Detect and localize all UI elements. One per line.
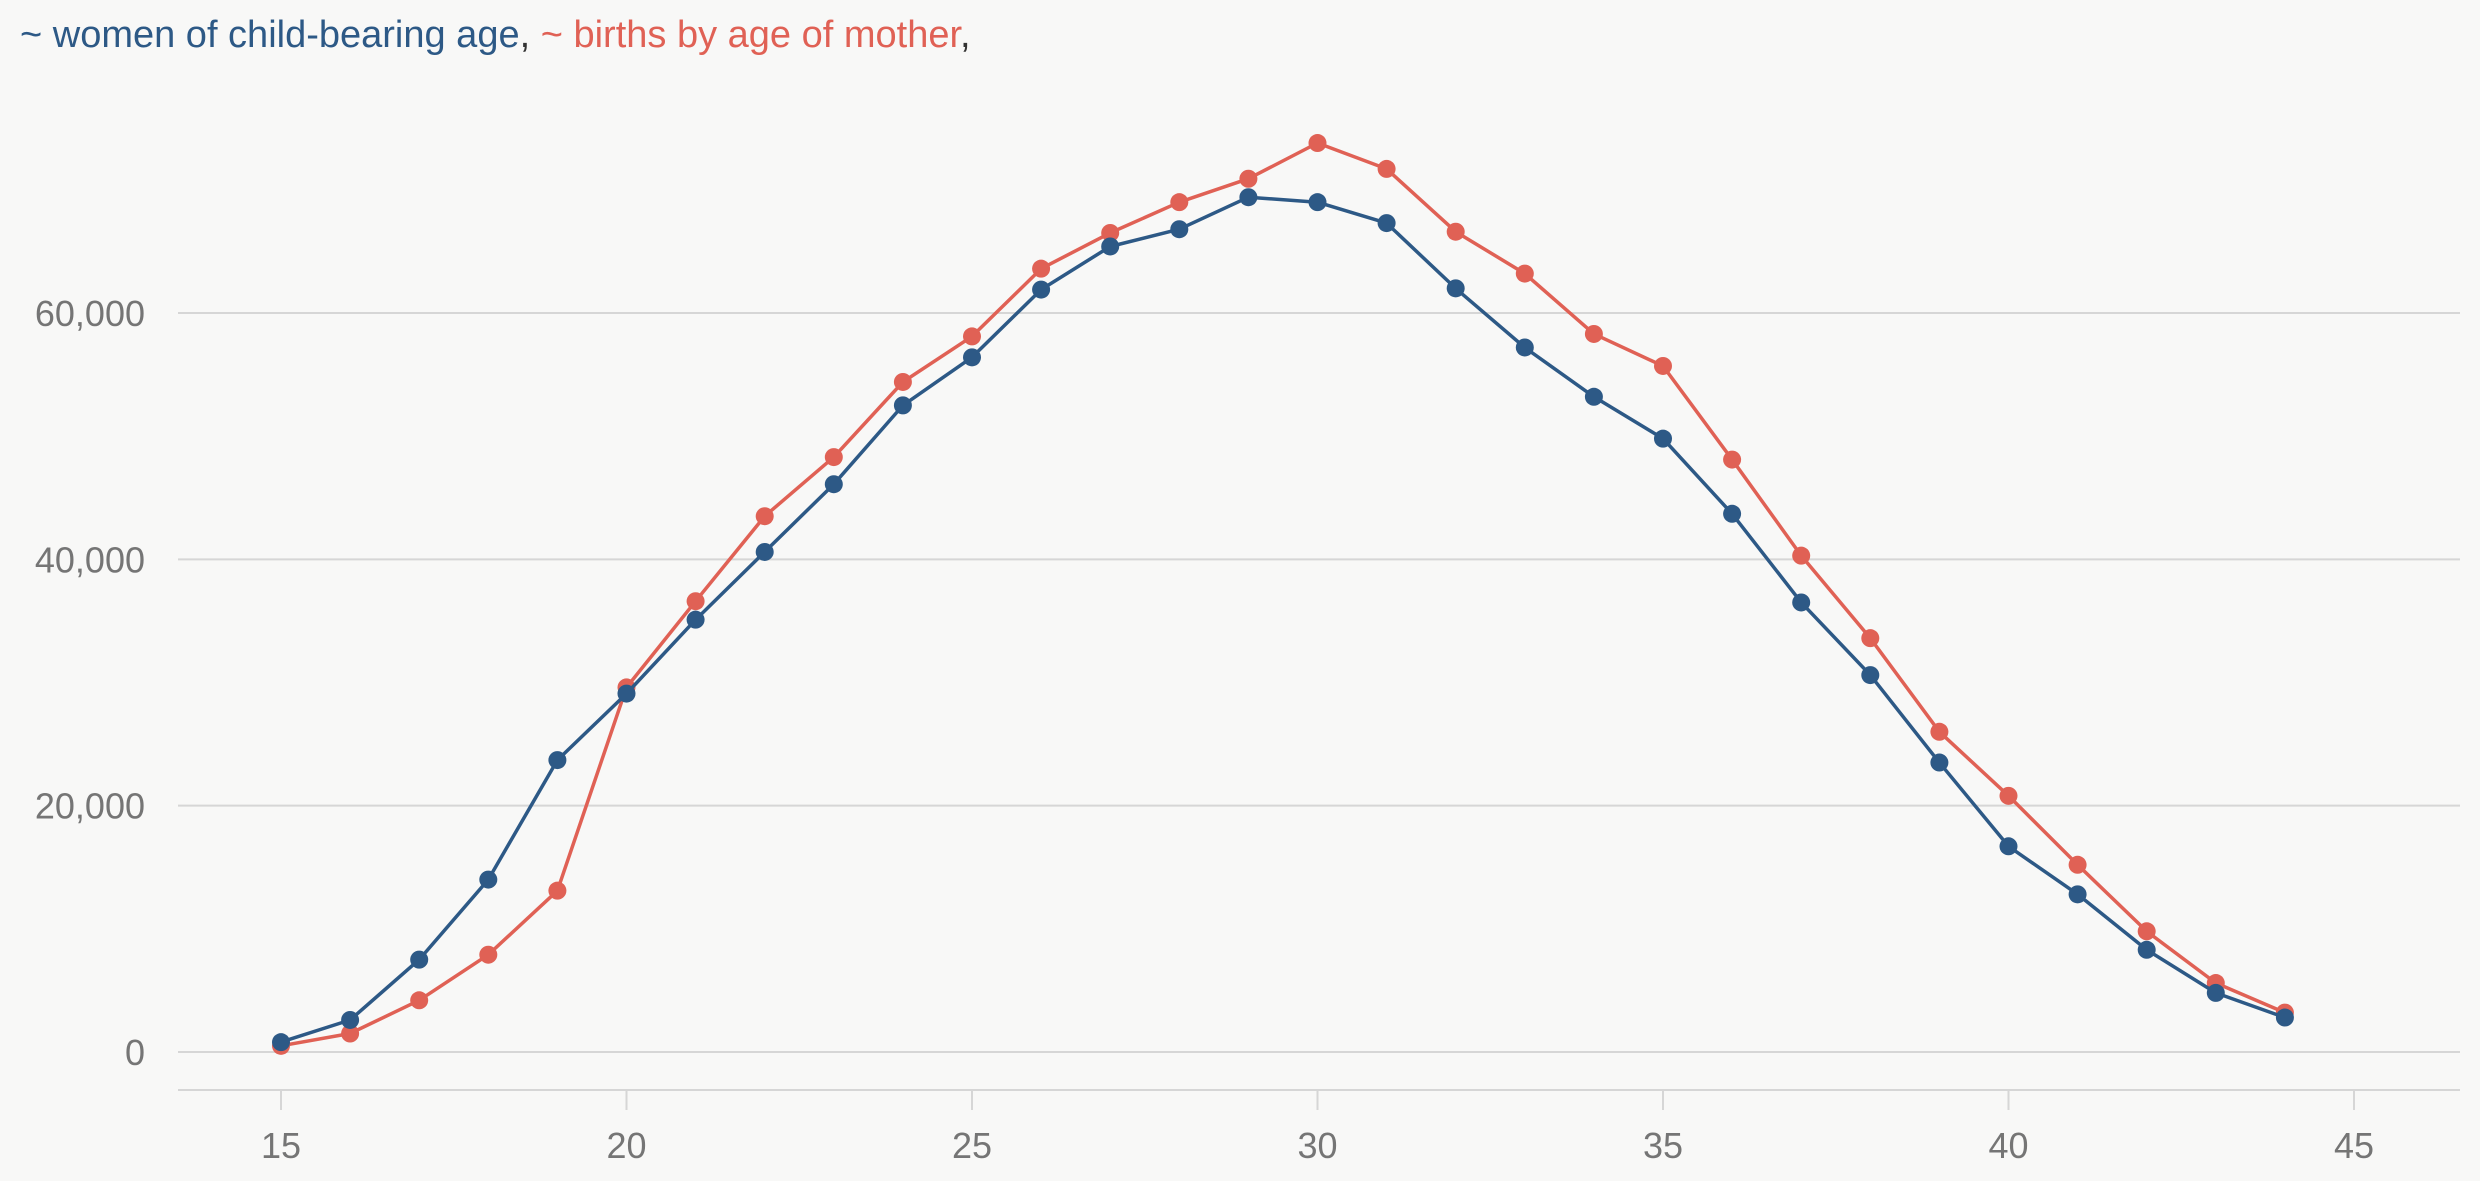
data-point-births-18[interactable] (479, 945, 498, 964)
y-tick-label-40000: 40,000 (35, 539, 145, 580)
data-point-births-33[interactable] (1515, 264, 1534, 283)
x-tick-label-45: 45 (2334, 1125, 2374, 1166)
y-tick-label-20000: 20,000 (35, 786, 145, 827)
data-point-births-22[interactable] (755, 507, 774, 526)
grid-lines (178, 312, 2460, 1053)
y-tick-label-60000: 60,000 (35, 293, 145, 334)
y-tick-label-0: 0 (125, 1032, 145, 1073)
data-point-births-19[interactable] (548, 881, 567, 900)
x-tick-label-15: 15 (261, 1125, 301, 1166)
data-point-births-24[interactable] (893, 372, 912, 391)
legend: ~ women of child-bearing age, ~ births b… (20, 10, 971, 60)
data-point-women-36[interactable] (1723, 504, 1742, 523)
data-point-women-33[interactable] (1515, 338, 1534, 357)
data-point-women-16[interactable] (341, 1010, 360, 1029)
data-point-women-24[interactable] (893, 396, 912, 415)
data-point-births-17[interactable] (410, 991, 429, 1010)
data-point-women-35[interactable] (1654, 429, 1672, 448)
data-point-women-18[interactable] (479, 870, 498, 889)
data-point-births-34[interactable] (1584, 324, 1603, 343)
data-point-births-38[interactable] (1861, 629, 1880, 648)
data-point-births-21[interactable] (686, 592, 705, 611)
x-tick-label-30: 30 (1297, 1125, 1337, 1166)
data-point-women-25[interactable] (963, 348, 981, 367)
data-point-births-39[interactable] (1930, 722, 1949, 741)
x-tick-label-20: 20 (606, 1125, 646, 1166)
data-point-women-34[interactable] (1584, 387, 1603, 406)
legend-women-label[interactable]: ~ women of child-bearing age (20, 14, 520, 56)
x-axis: 15 20 25 30 35 40 45 (178, 1089, 2460, 1166)
data-point-births-35[interactable] (1654, 356, 1672, 375)
legend-separator-1: , (519, 14, 531, 56)
x-tick-label-40: 40 (1988, 1125, 2028, 1166)
data-point-births-16[interactable] (341, 1024, 360, 1043)
data-point-women-20[interactable] (617, 684, 636, 703)
data-point-women-40[interactable] (1999, 837, 2018, 856)
data-point-births-31[interactable] (1377, 159, 1396, 178)
data-point-women-28[interactable] (1170, 220, 1189, 239)
data-point-women-43[interactable] (2206, 983, 2225, 1002)
data-point-births-36[interactable] (1723, 450, 1742, 469)
data-point-births-26[interactable] (1032, 259, 1051, 278)
legend-separator-2: , (960, 14, 971, 56)
data-point-women-30[interactable] (1308, 193, 1327, 212)
data-point-births-23[interactable] (824, 448, 843, 467)
x-tick-label-25: 25 (952, 1125, 992, 1166)
data-point-women-41[interactable] (2068, 885, 2087, 904)
series-group (272, 134, 2294, 1055)
data-point-women-26[interactable] (1032, 280, 1051, 299)
data-point-women-32[interactable] (1446, 279, 1465, 298)
data-point-women-42[interactable] (2137, 940, 2156, 959)
data-point-women-21[interactable] (686, 610, 705, 629)
data-point-births-37[interactable] (1792, 546, 1811, 565)
data-point-births-41[interactable] (2068, 855, 2087, 874)
series-women (272, 188, 2294, 1052)
data-point-births-27[interactable] (1101, 223, 1120, 242)
data-point-women-19[interactable] (548, 751, 567, 770)
data-point-women-23[interactable] (824, 475, 843, 494)
data-point-women-29[interactable] (1239, 188, 1258, 207)
data-point-births-25[interactable] (963, 327, 981, 346)
y-axis: 0 20,000 40,000 60,000 (35, 293, 145, 1073)
data-point-women-44[interactable] (2275, 1008, 2294, 1027)
data-point-births-32[interactable] (1446, 222, 1465, 241)
series-line-births (280, 141, 2286, 1048)
x-tick-label-35: 35 (1643, 1125, 1683, 1166)
data-point-births-40[interactable] (1999, 786, 2018, 805)
data-point-women-17[interactable] (410, 950, 429, 969)
data-point-women-31[interactable] (1377, 214, 1396, 233)
data-point-women-22[interactable] (755, 542, 774, 561)
data-point-women-38[interactable] (1861, 666, 1880, 685)
series-line-women (280, 195, 2286, 1044)
data-point-births-42[interactable] (2137, 922, 2156, 941)
data-point-women-15[interactable] (272, 1033, 290, 1052)
data-point-women-39[interactable] (1930, 753, 1949, 772)
data-point-women-27[interactable] (1101, 237, 1120, 256)
series-births (272, 134, 2294, 1055)
data-point-births-29[interactable] (1239, 169, 1258, 188)
legend-births-label[interactable]: ~ births by age of mother (540, 14, 961, 56)
data-point-women-37[interactable] (1792, 593, 1811, 612)
data-point-births-28[interactable] (1170, 193, 1189, 212)
data-point-births-30[interactable] (1308, 134, 1327, 153)
